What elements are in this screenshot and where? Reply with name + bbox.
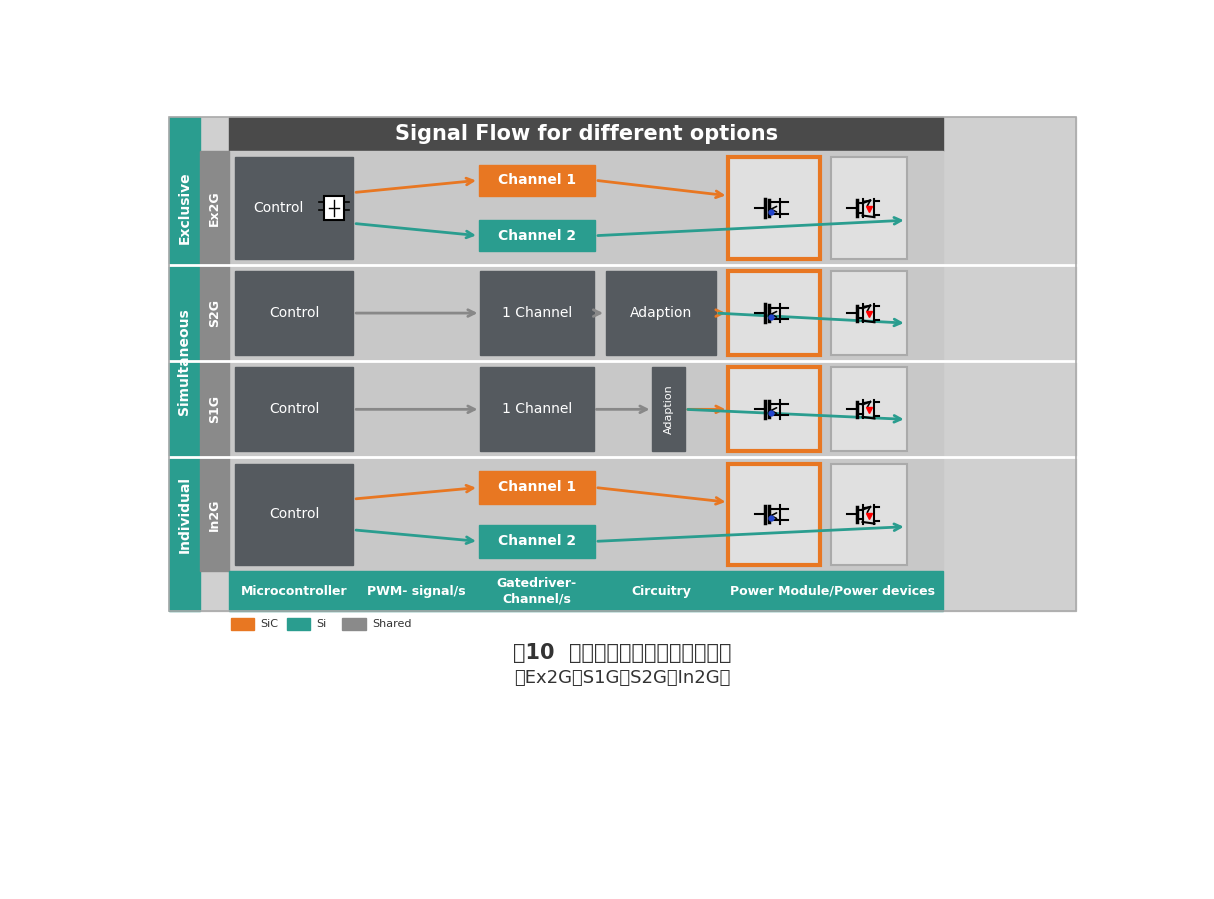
Bar	[830, 157, 907, 259]
Text: Adaption: Adaption	[664, 385, 674, 434]
Text: Control: Control	[270, 306, 319, 320]
Text: In2G: In2G	[208, 498, 221, 530]
Text: Ex2G: Ex2G	[208, 191, 221, 226]
Bar	[478, 165, 595, 196]
Text: Exclusive: Exclusive	[177, 172, 192, 245]
Text: Si: Si	[316, 619, 327, 628]
Text: Shared: Shared	[371, 619, 412, 628]
Text: Signal Flow for different options: Signal Flow for different options	[395, 124, 778, 144]
Bar	[200, 361, 229, 458]
Bar	[231, 618, 254, 630]
Bar	[200, 458, 229, 572]
Bar	[229, 458, 943, 572]
Bar	[169, 117, 1076, 611]
Bar	[236, 368, 353, 451]
Bar	[481, 271, 594, 355]
Bar	[324, 196, 344, 220]
Bar	[728, 368, 819, 451]
Bar	[830, 464, 907, 565]
Text: 图10  融合技术的不同驱动控制策略: 图10 融合技术的不同驱动控制策略	[514, 643, 731, 663]
Text: Adaption: Adaption	[630, 306, 692, 320]
Text: Control: Control	[270, 507, 319, 521]
Bar	[169, 117, 1076, 611]
Text: Power Module/Power devices: Power Module/Power devices	[730, 585, 935, 598]
Bar	[478, 525, 595, 557]
Bar	[229, 572, 943, 611]
Bar	[481, 368, 594, 451]
Text: SiC: SiC	[260, 619, 278, 628]
Bar	[478, 471, 595, 503]
Text: Microcontroller: Microcontroller	[242, 585, 347, 598]
Bar	[236, 157, 353, 259]
Bar	[728, 157, 819, 259]
Bar	[229, 265, 943, 361]
Bar	[236, 464, 353, 565]
Bar	[728, 271, 819, 355]
Text: PWM- signal/s: PWM- signal/s	[368, 585, 466, 598]
Text: Gatedriver-
Channel/s: Gatedriver- Channel/s	[497, 577, 577, 605]
Bar	[478, 220, 595, 251]
Text: Channel 2: Channel 2	[498, 228, 575, 243]
Bar	[229, 361, 943, 458]
Text: 1 Channel: 1 Channel	[501, 403, 572, 416]
Text: Control: Control	[270, 403, 319, 416]
Text: S2G: S2G	[208, 299, 221, 327]
Bar	[229, 151, 943, 265]
Text: （Ex2G、S1G、S2G、In2G）: （Ex2G、S1G、S2G、In2G）	[514, 669, 731, 687]
Bar	[728, 464, 819, 565]
Text: Control: Control	[254, 201, 304, 215]
Bar	[830, 271, 907, 355]
Text: Channel 1: Channel 1	[498, 174, 575, 187]
Text: Circuitry: Circuitry	[631, 585, 691, 598]
Text: 1 Channel: 1 Channel	[501, 306, 572, 320]
Text: Channel 1: Channel 1	[498, 480, 575, 494]
Bar	[200, 265, 229, 361]
Text: Individual: Individual	[177, 476, 192, 553]
Bar	[287, 618, 310, 630]
Text: Simultaneous: Simultaneous	[177, 307, 192, 414]
Bar	[236, 271, 353, 355]
Text: S1G: S1G	[208, 396, 221, 423]
Bar	[830, 368, 907, 451]
Text: Channel 2: Channel 2	[498, 534, 575, 548]
Bar	[169, 117, 200, 611]
Bar	[342, 618, 365, 630]
Bar	[652, 368, 685, 451]
Bar	[606, 271, 716, 355]
Bar	[200, 151, 229, 265]
Bar	[229, 117, 943, 151]
